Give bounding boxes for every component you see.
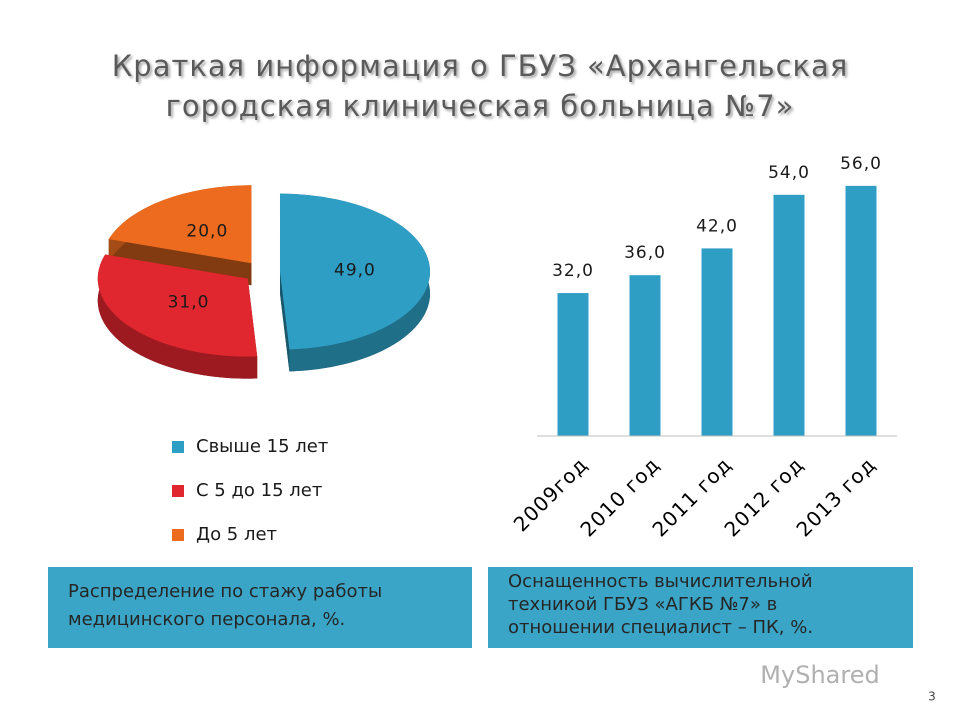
legend-label: До 5 лет (196, 524, 277, 545)
title-line: Краткая информация о ГБУЗ «Архангельская (112, 49, 849, 83)
bar (557, 293, 589, 436)
slice-wall (279, 271, 290, 372)
value-label: 56,0 (840, 154, 882, 174)
legend-swatch (172, 529, 184, 541)
value-label: 49,0 (334, 260, 376, 280)
caption-box (488, 567, 913, 648)
caption-line: отношении специалист – ПК, %. (508, 617, 813, 638)
slice (108, 185, 252, 264)
bar (773, 194, 805, 436)
caption-line: медицинского персонала, %. (68, 609, 345, 630)
value-label: 32,0 (552, 261, 594, 281)
watermark: MyShared (760, 661, 879, 689)
value-label: 20,0 (186, 222, 228, 242)
value-label: 54,0 (768, 163, 810, 183)
legend-label: Свыше 15 лет (196, 436, 328, 457)
value-label: 36,0 (624, 243, 666, 263)
slice (97, 254, 258, 357)
value-label: 31,0 (168, 293, 210, 313)
bar (701, 248, 733, 436)
caption-line: Оснащенность вычислительной (508, 571, 813, 592)
caption-box (48, 567, 472, 648)
slice (279, 193, 430, 350)
legend-label: С 5 до 15 лет (196, 480, 322, 501)
bar (629, 275, 661, 436)
bar (845, 185, 877, 436)
value-label: 42,0 (696, 216, 738, 236)
caption-line: Распределение по стажу работы (68, 581, 382, 602)
title-line: городская клиническая больница №7» (166, 89, 795, 123)
page-number: 3 (928, 690, 936, 704)
slice-side (97, 254, 258, 379)
legend-swatch (172, 485, 184, 497)
caption-line: техникой ГБУЗ «АГКБ №7» в (508, 594, 777, 615)
legend-swatch (172, 441, 184, 453)
